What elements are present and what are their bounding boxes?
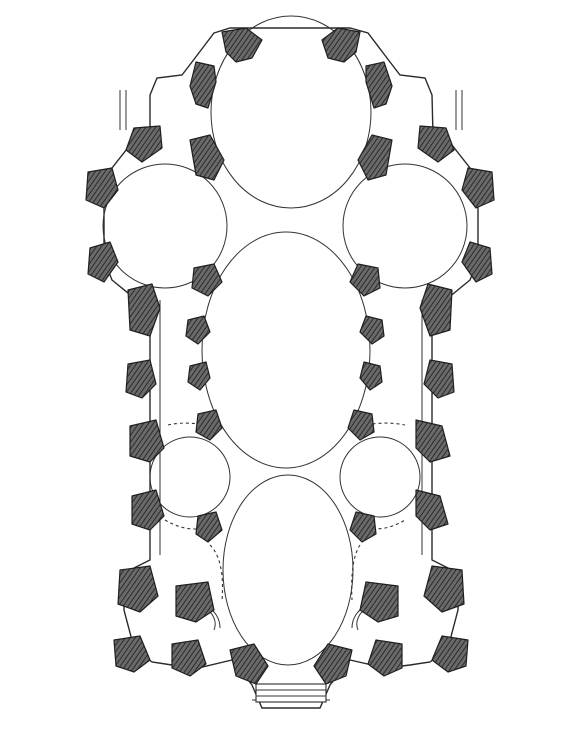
- entrance-oval: [222, 474, 354, 666]
- piers: [85, 27, 495, 685]
- right-chapel-circle: [342, 163, 468, 289]
- left-chapel-circle: [102, 163, 228, 289]
- lower-left-chapel-circle: [149, 436, 231, 518]
- entrance-steps: [255, 683, 327, 703]
- lower-right-chapel-circle: [339, 436, 421, 518]
- top-apse-oval: [210, 15, 372, 209]
- central-nave-oval: [201, 231, 371, 469]
- dashed-arcs: [164, 422, 406, 601]
